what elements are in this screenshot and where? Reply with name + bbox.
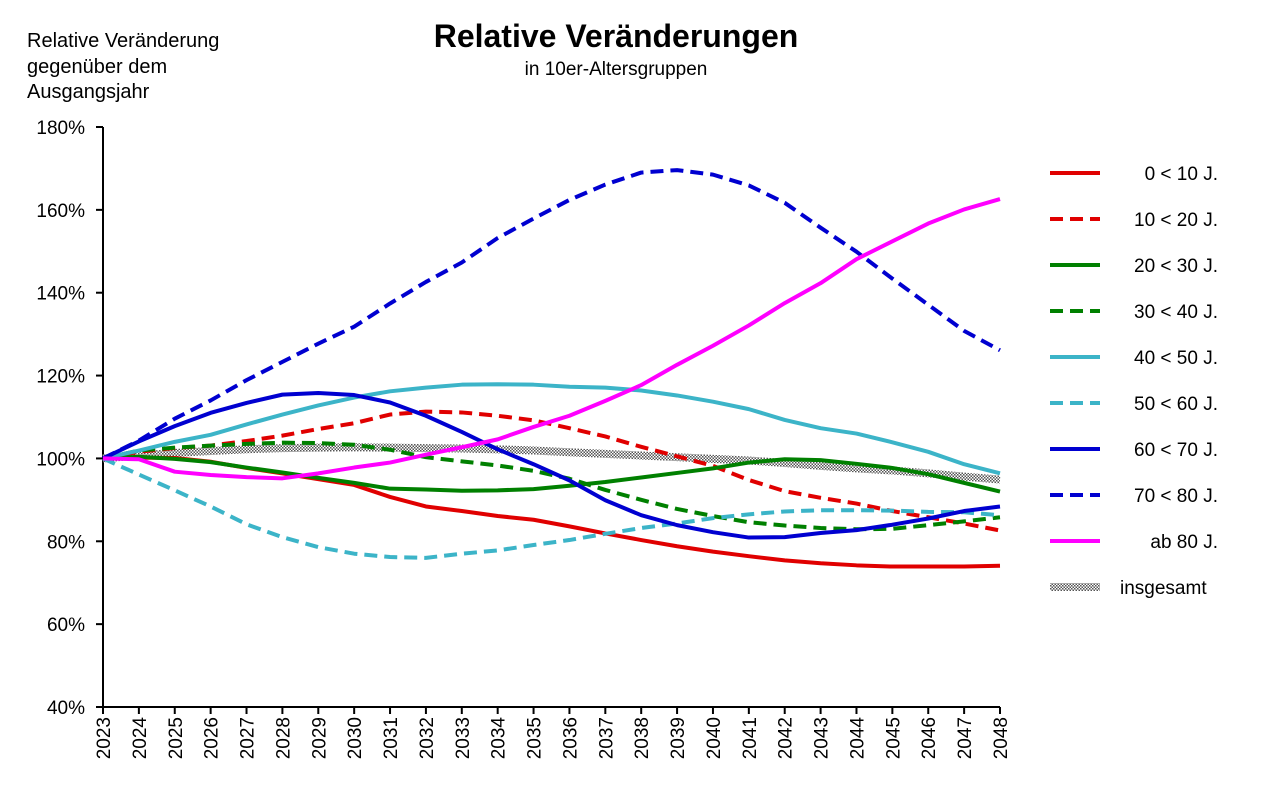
x-tick-label: 2044 [847,717,868,760]
axes: 40% 60% 80% 100% 120% 140% 160% 180% 2023 2024 202… [36,118,1012,759]
x-tick-label: 2043 [812,717,833,759]
x-tick-label: 2042 [776,717,797,759]
x-tick-label: 2027 [238,717,259,759]
chart-title: Relative Veränderungen [434,18,799,54]
x-tick-label: 2039 [668,717,689,759]
y-axis-label-line-3: Ausgangsjahr [27,81,150,103]
series-line-9 [102,443,1001,484]
x-tick-label: 2036 [560,717,581,759]
y-tick-label: 100% [36,449,85,470]
series-line-6 [102,390,1001,540]
x-tick-label: 2034 [489,717,510,760]
series-line-7 [102,168,1001,461]
x-tick-label: 2025 [166,717,187,759]
y-axis-label-line-1: Relative Veränderung [27,30,219,52]
legend-label-1: 10 < 20 J. [1134,210,1218,231]
x-tick-label: 2024 [130,717,151,760]
x-tick-label: 2038 [632,717,653,759]
legend-label-4: 40 < 50 J. [1134,348,1218,369]
x-tick-label: 2032 [417,717,438,759]
x-tick-label: 2046 [919,717,940,759]
y-tick-label: 140% [36,284,85,305]
x-tick-label: 2026 [202,717,223,759]
series-line-4 [102,382,1001,476]
legend-label-0: 0 < 10 J. [1145,164,1218,185]
series-line-8 [102,197,1001,481]
legend-label-7: 70 < 80 J. [1134,486,1218,507]
x-tick-label: 2037 [596,717,617,759]
legend-label-2: 20 < 30 J. [1134,256,1218,277]
legend-label-6: 60 < 70 J. [1134,440,1218,461]
series-line-3 [102,440,1001,532]
y-tick-label: 60% [47,615,85,636]
x-tick-label: 2048 [991,717,1012,759]
y-tick-label: 120% [36,367,85,388]
series-layer [102,168,1001,569]
x-tick-label: 2029 [309,717,330,759]
x-tick-label: 2047 [955,717,976,759]
y-tick-label: 160% [36,201,85,222]
legend-label-9: insgesamt [1120,578,1207,599]
x-tick-label: 2023 [94,717,115,759]
y-tick-label: 180% [36,118,85,139]
legend-label-5: 50 < 60 J. [1134,394,1218,415]
chart-subtitle: in 10er-Altersgruppen [525,59,708,80]
y-axis-label-line-2: gegenüber dem [27,56,167,78]
legend-label-3: 30 < 40 J. [1134,302,1218,323]
x-tick-label: 2035 [525,717,546,759]
x-tick-label: 2031 [381,717,402,759]
legend: 0 < 10 J. 10 < 20 J. 20 < 30 J. 30 < 40 J. 4… [1050,164,1218,599]
series-line-2 [102,454,1001,494]
series-line-5 [102,456,1001,560]
x-tick-label: 2033 [453,717,474,759]
x-tick-label: 2040 [704,717,725,759]
series-line-1 [102,409,1001,533]
x-tick-label: 2028 [273,717,294,759]
x-tick-label: 2030 [345,717,366,759]
x-tick-label: 2045 [883,717,904,759]
y-tick-label: 80% [47,532,85,553]
y-tick-label: 40% [47,698,85,719]
x-tick-label: 2041 [740,717,761,759]
legend-label-8: ab 80 J. [1150,532,1218,553]
